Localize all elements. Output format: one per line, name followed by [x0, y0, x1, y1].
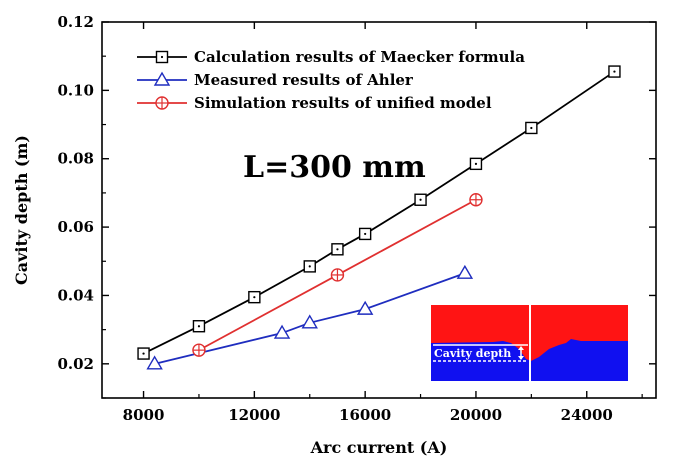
data-point	[356, 300, 374, 315]
axes: 8000 12000 16000 20000 24000 0.02 0.04 0.06 0.08…	[12, 13, 657, 457]
x-tick-label: 20000	[450, 406, 502, 424]
y-tick-label: 0.08	[57, 150, 94, 168]
series-2	[192, 193, 483, 357]
inset-image: Cavity depth	[431, 305, 628, 381]
data-point	[456, 264, 474, 279]
series-layer	[137, 65, 621, 370]
legend: Calculation results of Maecker formula Me…	[137, 48, 525, 112]
y-tick-label: 0.06	[57, 218, 94, 236]
series-1	[146, 264, 474, 370]
series-0	[137, 65, 621, 360]
data-point	[301, 314, 318, 329]
annotation-label: L=300 mm	[243, 150, 426, 185]
inset-arrow-head-up	[518, 346, 524, 350]
data-point-dot	[474, 162, 478, 165]
legend-entry-1: Measured results of Ahler	[137, 71, 414, 89]
legend-entry-0: Calculation results of Maecker formula	[137, 48, 525, 66]
data-point-dot	[197, 325, 201, 328]
x-tick-label: 12000	[228, 406, 280, 424]
x-tick-label: 16000	[339, 406, 391, 424]
x-tick-label: 8000	[123, 406, 165, 424]
data-point-dot	[364, 232, 367, 236]
data-point-dot	[336, 248, 339, 251]
series-line	[143, 70, 615, 355]
legend-label: Simulation results of unified model	[194, 94, 492, 112]
data-point-dot	[308, 265, 311, 268]
data-point	[153, 71, 171, 86]
x-axis-title: Arc current (A)	[310, 438, 448, 457]
data-point	[146, 355, 163, 370]
y-tick-label: 0.04	[57, 286, 94, 304]
inset-label: Cavity depth	[434, 347, 511, 360]
y-tick-label: 0.02	[57, 355, 94, 373]
legend-label: Calculation results of Maecker formula	[194, 48, 525, 66]
data-point-dot	[530, 126, 533, 130]
plot-frame	[101, 21, 657, 399]
legend-label: Measured results of Ahler	[194, 71, 414, 89]
data-point-dot	[160, 55, 164, 59]
x-tick-label: 24000	[561, 406, 613, 424]
data-point-dot	[613, 70, 616, 73]
data-point	[273, 324, 291, 339]
data-point-dot	[253, 296, 256, 299]
y-axis-title: Cavity depth (m)	[12, 135, 31, 285]
legend-entry-2: Simulation results of unified model	[137, 94, 492, 112]
data-point-dot	[142, 352, 145, 355]
y-tick-label: 0.10	[57, 81, 94, 99]
y-tick-label: 0.12	[57, 13, 94, 31]
inset-arrow-head-down	[518, 356, 524, 360]
data-point-dot	[419, 198, 422, 201]
